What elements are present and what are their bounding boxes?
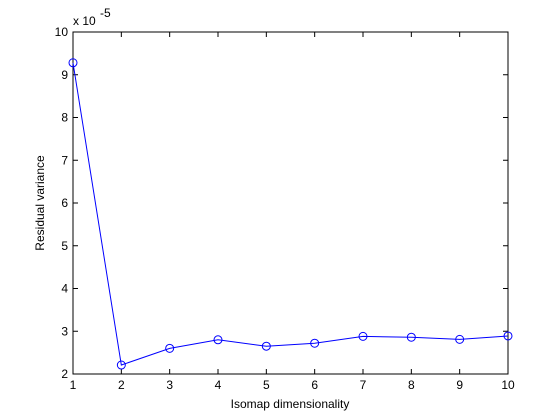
x-tick-label: 4	[215, 378, 222, 392]
x-tick-label: 6	[311, 378, 318, 392]
series-layer	[68, 58, 513, 370]
y-tick-label: 5	[61, 239, 68, 253]
data-point-marker	[406, 332, 416, 342]
y-tick-label: 6	[61, 196, 68, 210]
y-exponent-base: x 10	[73, 14, 96, 28]
x-tick-label: 7	[360, 378, 367, 392]
x-tick-label: 1	[70, 378, 77, 392]
data-point-marker	[455, 334, 465, 344]
y-tick-label: 7	[61, 153, 68, 167]
data-point-marker	[310, 338, 320, 348]
data-point-marker	[503, 331, 513, 341]
x-tick-label: 5	[263, 378, 270, 392]
y-tick-label: 4	[61, 282, 68, 296]
y-tick-label: 8	[61, 111, 68, 125]
plot-area	[72, 31, 509, 375]
data-point-marker	[116, 360, 126, 370]
y-tick-label: 3	[61, 324, 68, 338]
x-tick-label: 8	[408, 378, 415, 392]
y-tick-label: 9	[61, 68, 68, 82]
x-tick-label: 2	[118, 378, 125, 392]
data-point-marker	[213, 335, 223, 345]
y-axis-label: Residual variance	[33, 155, 47, 251]
y-exponent-power: -5	[100, 6, 111, 20]
data-point-marker	[68, 58, 78, 68]
series-line	[72, 62, 509, 366]
x-tick-label: 9	[456, 378, 463, 392]
data-point-marker	[165, 343, 175, 353]
x-tick-label: 10	[501, 378, 515, 392]
data-point-marker	[261, 341, 271, 351]
x-tick-label: 3	[166, 378, 173, 392]
x-axis-label: Isomap dimensionality	[231, 397, 350, 411]
data-point-marker	[358, 331, 368, 341]
y-tick-label: 10	[55, 25, 69, 39]
y-tick-label: 2	[61, 367, 68, 381]
